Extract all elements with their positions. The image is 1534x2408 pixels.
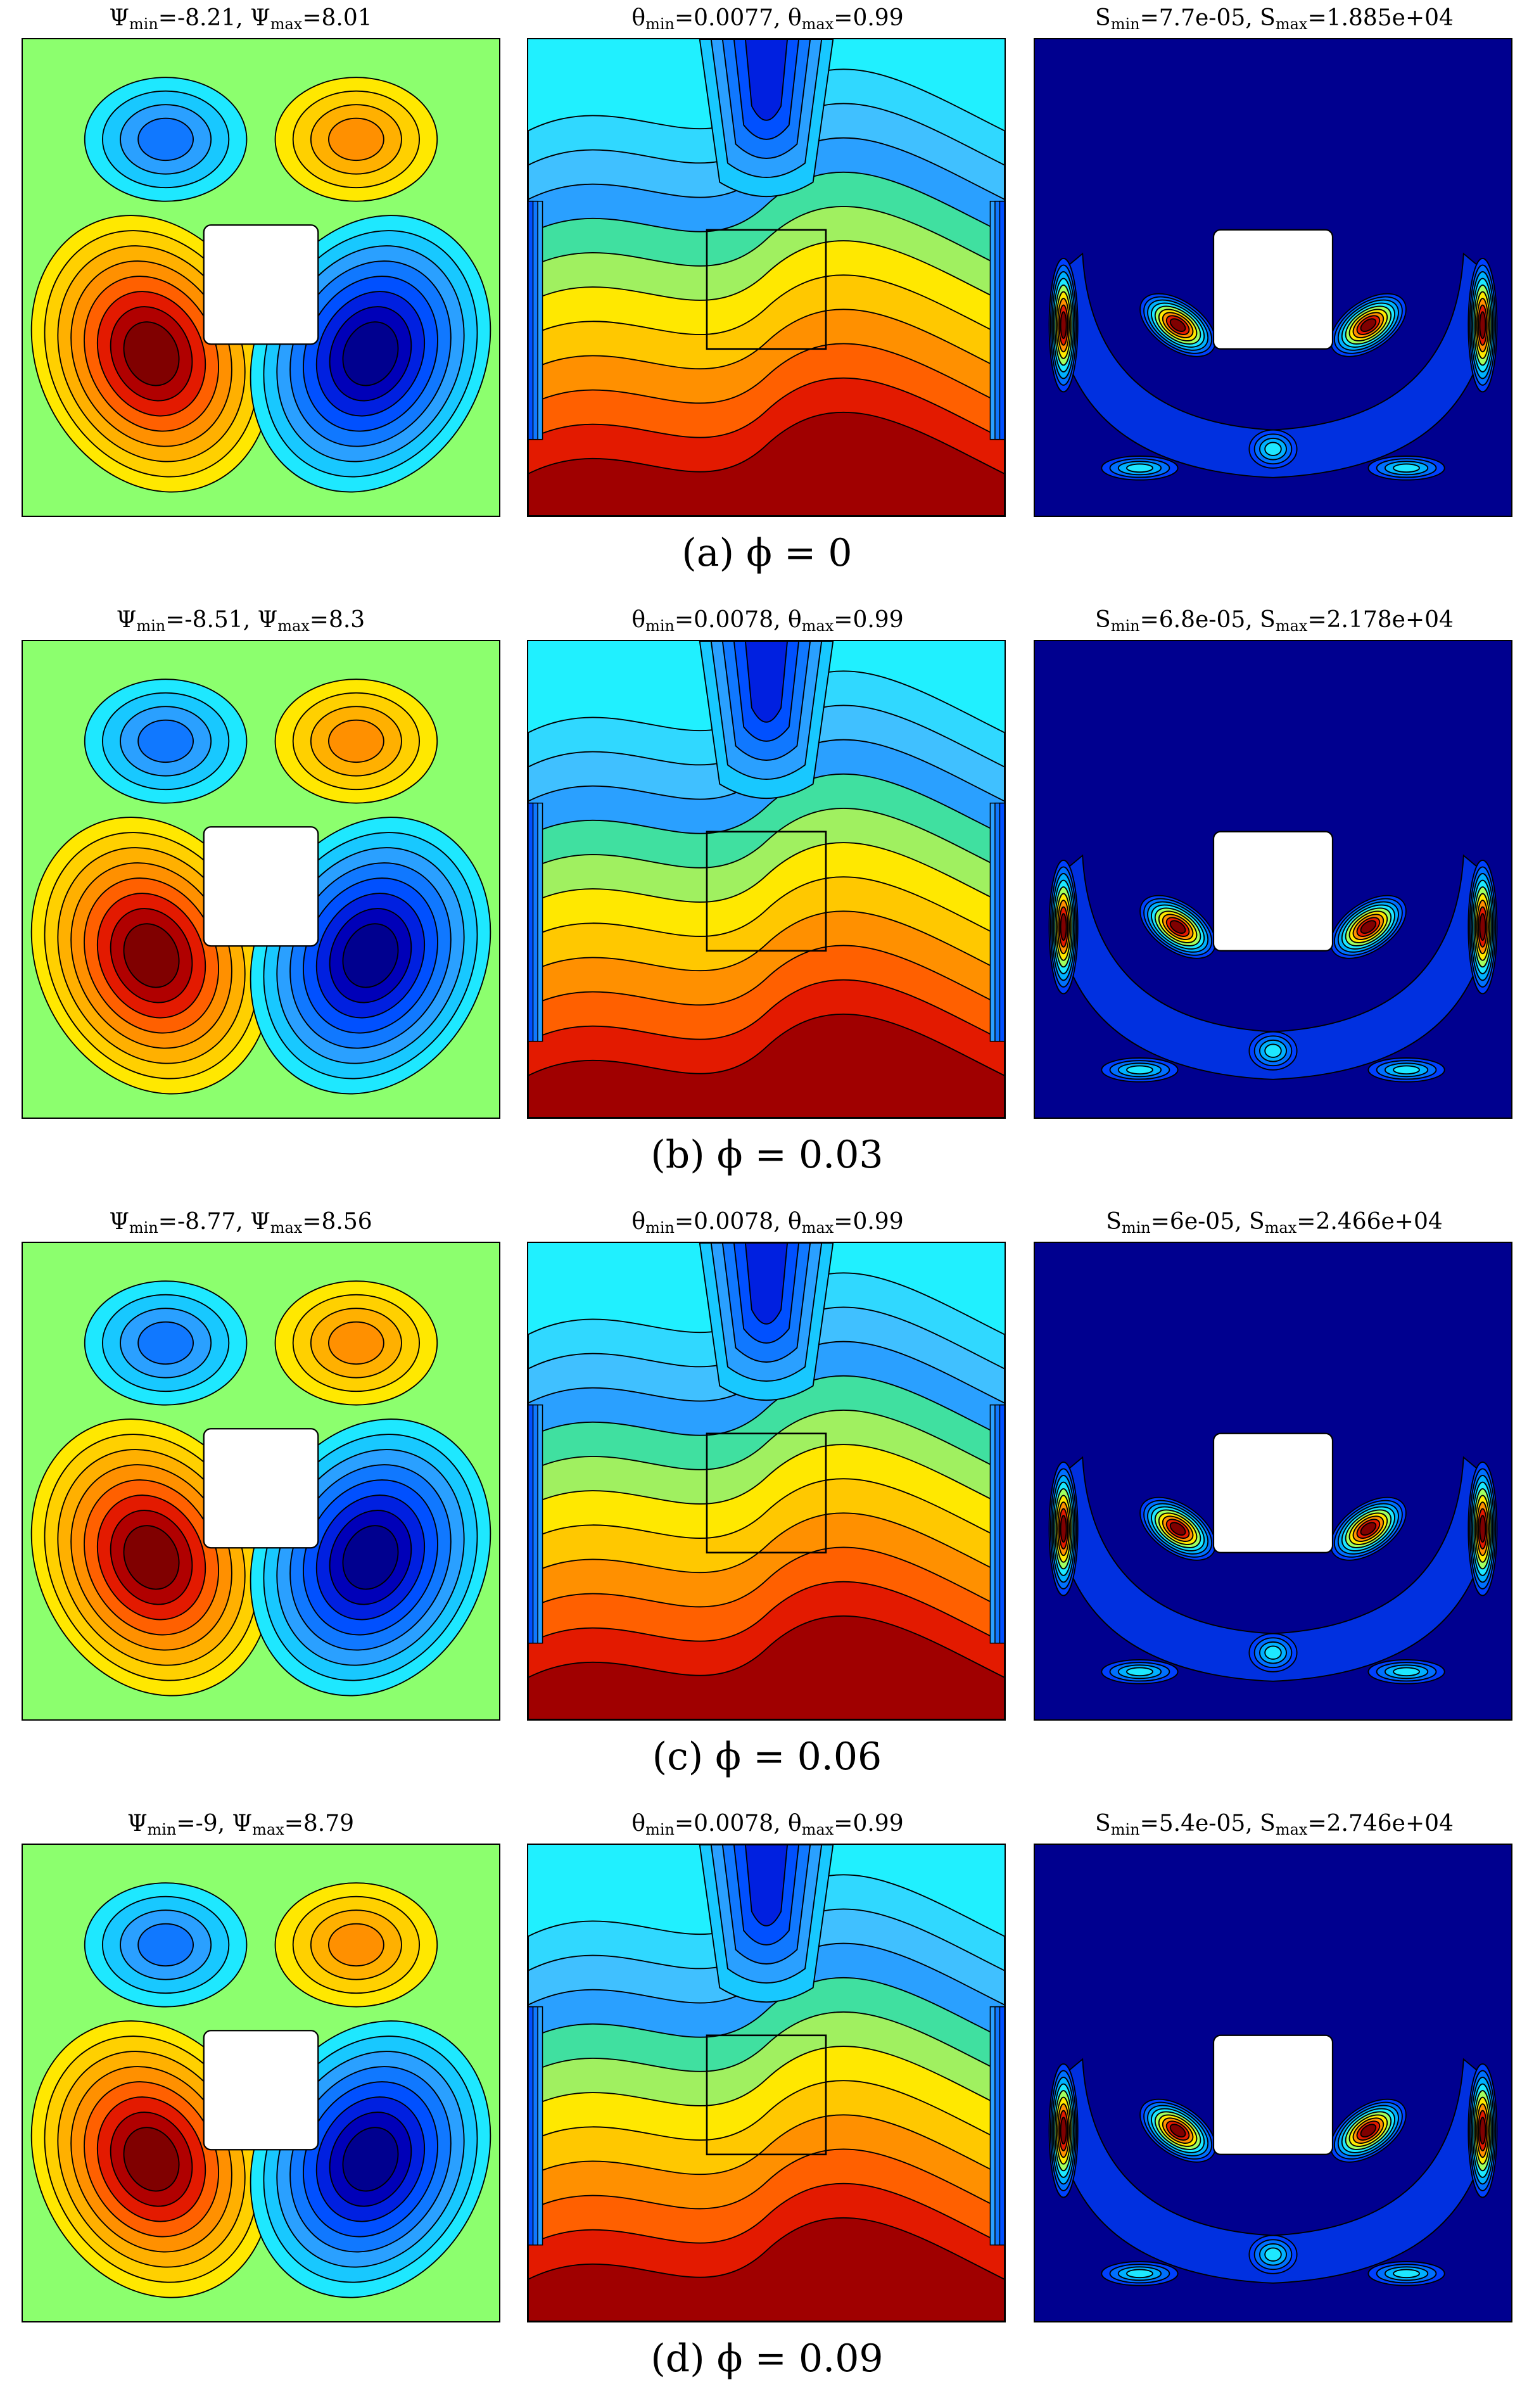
entropy-contour-plot	[1034, 1242, 1512, 1721]
entropy-title: Smin=6e-05, Smax=2.466e+04	[1106, 1209, 1443, 1237]
temperature-contour-plot	[527, 1844, 1006, 2322]
entropy-contour-plot	[1034, 640, 1512, 1119]
temperature-contour-plot	[527, 38, 1006, 517]
streamfunction-contour-plot	[22, 1844, 500, 2322]
entropy-title: Smin=5.4e-05, Smax=2.746e+04	[1095, 1811, 1454, 1838]
theta-title: θmin=0.0078, θmax=0.99	[631, 607, 904, 635]
theta-title: θmin=0.0078, θmax=0.99	[631, 1811, 904, 1838]
figure-row-d: Ψmin=-9, Ψmax=8.79 θmin=0.0078, θmax=0.9…	[0, 1806, 1534, 2407]
streamfunction-contour-plot	[22, 640, 500, 1119]
figure-row-b: Ψmin=-8.51, Ψmax=8.3 θmin=0.0078, θmax=0…	[0, 602, 1534, 1204]
psi-title: Ψmin=-8.21, Ψmax=8.01	[109, 5, 372, 33]
theta-title: θmin=0.0077, θmax=0.99	[631, 5, 904, 33]
entropy-title: Smin=6.8e-05, Smax=2.178e+04	[1095, 607, 1454, 635]
psi-title: Ψmin=-9, Ψmax=8.79	[127, 1811, 355, 1838]
entropy-contour-plot	[1034, 1844, 1512, 2322]
entropy-title: Smin=7.7e-05, Smax=1.885e+04	[1095, 5, 1454, 33]
entropy-contour-plot	[1034, 38, 1512, 517]
theta-title: θmin=0.0078, θmax=0.99	[631, 1209, 904, 1237]
psi-title: Ψmin=-8.77, Ψmax=8.56	[109, 1209, 372, 1237]
figure-row-c: Ψmin=-8.77, Ψmax=8.56 θmin=0.0078, θmax=…	[0, 1204, 1534, 1806]
psi-title: Ψmin=-8.51, Ψmax=8.3	[116, 607, 365, 635]
row-caption: (d) ϕ = 0.09	[650, 2336, 884, 2381]
temperature-contour-plot	[527, 1242, 1006, 1721]
row-caption: (a) ϕ = 0	[681, 531, 853, 575]
streamfunction-contour-plot	[22, 1242, 500, 1721]
figure-row-a: Ψmin=-8.21, Ψmax=8.01 θmin=0.0077, θmax=…	[0, 0, 1534, 602]
row-caption: (c) ϕ = 0.06	[652, 1735, 882, 1779]
temperature-contour-plot	[527, 640, 1006, 1119]
row-caption: (b) ϕ = 0.03	[650, 1133, 884, 1177]
streamfunction-contour-plot	[22, 38, 500, 517]
